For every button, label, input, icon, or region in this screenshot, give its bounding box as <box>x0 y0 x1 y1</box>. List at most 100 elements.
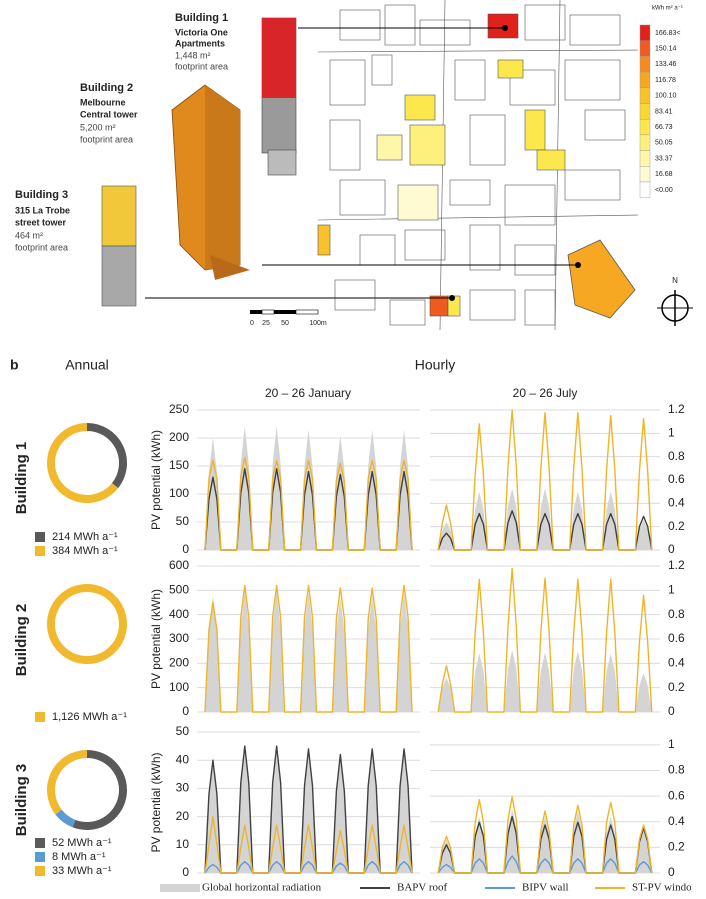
y-tick-label: 100 <box>169 486 189 500</box>
series-area <box>438 808 652 873</box>
building-name: Victoria One <box>175 27 228 37</box>
series-area <box>204 426 413 550</box>
donut-legend-swatch <box>35 852 45 862</box>
legend-swatch <box>639 150 651 167</box>
building-name: Melbourne <box>80 97 126 107</box>
series-line <box>204 584 413 713</box>
y2-tick-label: 0.6 <box>668 472 685 486</box>
donut-legend-label: 214 MWh a⁻¹ <box>52 531 118 543</box>
donut-legend-label: 52 MWh a⁻¹ <box>52 837 112 849</box>
period-header: 20 – 26 July <box>513 386 578 400</box>
y-tick-label: 50 <box>176 724 190 738</box>
building-area-note: footprint area <box>80 134 133 144</box>
building-name: 315 La Trobe <box>15 205 70 215</box>
legend-label: <0.00 <box>655 187 673 194</box>
legend-swatch <box>639 181 651 198</box>
building-area: 464 m² <box>15 230 43 240</box>
y2-tick-label: 0.8 <box>668 607 685 621</box>
legend-label: 66.73 <box>655 124 673 131</box>
donut-legend-label: 33 MWh a⁻¹ <box>52 865 112 877</box>
y-tick-label: 600 <box>169 558 189 572</box>
y-tick-label: 150 <box>169 458 189 472</box>
donut-legend-label: 384 MWh a⁻¹ <box>52 545 118 557</box>
building-title: Building 3 <box>15 189 68 201</box>
series-line <box>204 815 413 874</box>
y-tick-label: 20 <box>176 809 190 823</box>
legend-label: 166.83< <box>655 30 681 37</box>
legend-swatch <box>639 87 651 104</box>
north-arrow: N <box>657 276 693 326</box>
y-axis-label: PV potential (kWh) <box>149 589 163 689</box>
y2-tick-label: 0.4 <box>668 814 685 828</box>
series-area <box>204 590 413 712</box>
y-tick-label: 0 <box>182 865 189 879</box>
donut-segment <box>72 750 127 830</box>
y2-tick-label: 1.2 <box>668 402 685 416</box>
column-header: Annual <box>65 357 109 373</box>
y2-tick-label: 0.4 <box>668 656 685 670</box>
column-header: Hourly <box>415 357 455 373</box>
legend-label: 33.37 <box>655 155 673 162</box>
series-area <box>204 748 413 873</box>
y2-tick-label: 0 <box>668 704 675 718</box>
donut-segment <box>55 809 76 828</box>
y2-tick-label: 0.8 <box>668 763 685 777</box>
series-line <box>437 815 653 874</box>
legend-label: BIPV wall <box>522 882 569 894</box>
y2-tick-label: 0 <box>668 542 675 556</box>
y-axis-label: PV potential (kWh) <box>149 752 163 852</box>
y2-tick-label: 0.8 <box>668 449 685 463</box>
legend-swatch <box>639 71 651 88</box>
y-tick-label: 40 <box>176 752 190 766</box>
legend-label: 83.41 <box>655 108 673 115</box>
y-tick-label: 0 <box>182 704 189 718</box>
y2-tick-label: 1.2 <box>668 558 685 572</box>
y2-tick-label: 0.2 <box>668 519 685 533</box>
building-renderings <box>101 17 297 307</box>
series-line <box>204 861 413 874</box>
y-tick-label: 300 <box>169 631 189 645</box>
legend-label: 100.10 <box>655 93 677 100</box>
legend-label: 116.78 <box>655 77 676 84</box>
y2-tick-label: 0.6 <box>668 788 685 802</box>
series-line <box>437 855 653 874</box>
scale-label: 25 <box>262 320 270 327</box>
y-tick-label: 250 <box>169 402 189 416</box>
row-label: Building 1 <box>13 442 30 515</box>
row-label: Building 3 <box>13 764 30 837</box>
legend-swatch <box>639 166 651 183</box>
y2-tick-label: 0.2 <box>668 840 685 854</box>
series-line <box>204 456 413 551</box>
legend-label: BAPV roof <box>397 882 448 894</box>
y-tick-label: 100 <box>169 680 189 694</box>
donut-segment <box>47 423 119 503</box>
donut-legend-label: 1,126 MWh a⁻¹ <box>52 711 127 723</box>
scale-label: 50 <box>281 320 289 327</box>
legend-label: Global horizontal radiation <box>202 882 322 894</box>
building-area-note: footprint area <box>15 242 68 252</box>
building-area: 5,200 m² <box>80 122 116 132</box>
series-line <box>437 796 653 874</box>
donut-legend-swatch <box>35 546 45 556</box>
roof-shading <box>317 13 636 319</box>
map-legend-unit: kWh m² a⁻¹ <box>652 6 683 12</box>
legend-swatch <box>639 56 651 73</box>
y-tick-label: 0 <box>182 542 189 556</box>
plots: Building 1 214 MWh a⁻¹ 384 MWh a⁻¹ 0 50 100 15… <box>13 402 685 879</box>
building-title: Building 2 <box>80 82 133 94</box>
legend-swatch <box>639 103 651 120</box>
row-label: Building 2 <box>13 604 30 677</box>
y-tick-label: 200 <box>169 656 189 670</box>
y-axis-label: PV potential (kWh) <box>149 430 163 530</box>
donut-legend-swatch <box>35 866 45 876</box>
legend-label: 150.14 <box>655 46 677 53</box>
building-area-note: footprint area <box>175 61 228 71</box>
building-name: street tower <box>15 217 67 227</box>
y-tick-label: 400 <box>169 607 189 621</box>
legend-swatch <box>160 884 200 892</box>
scale-bar: 0 25 50 100m <box>250 309 327 327</box>
series-area <box>438 488 652 550</box>
north-label: N <box>672 276 678 285</box>
series-line <box>204 745 413 874</box>
